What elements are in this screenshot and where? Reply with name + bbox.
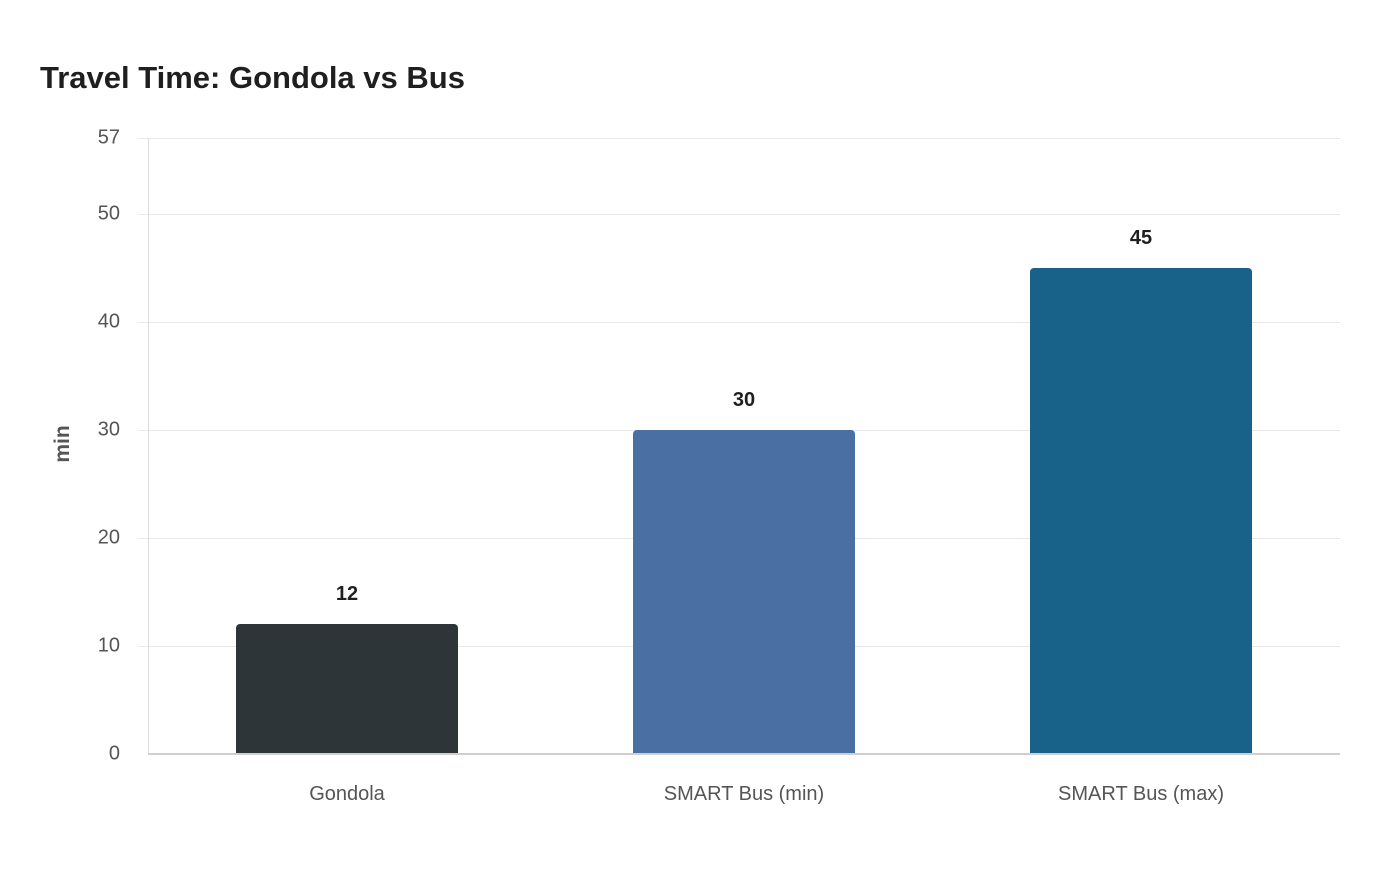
x-tick-label: Gondola — [309, 783, 385, 805]
y-tick: 50 — [97, 202, 120, 225]
chart-title: Travel Time: Gondola vs Bus — [40, 60, 465, 95]
value-label: 30 — [732, 389, 756, 411]
x-tick-label: SMART Bus (max) — [1058, 783, 1224, 805]
y-axis-line — [148, 138, 149, 754]
gridline — [138, 214, 1340, 215]
bar-smart-bus-max[interactable] — [1030, 268, 1252, 754]
y-tick: 0 — [108, 742, 120, 765]
gridline — [138, 322, 1340, 323]
x-tick-label: SMART Bus (min) — [663, 783, 825, 805]
y-tick: 40 — [97, 310, 120, 333]
x-axis-line — [148, 753, 1340, 755]
value-label: 12 — [335, 583, 359, 605]
bar-gondola[interactable] — [236, 624, 458, 754]
y-tick: 20 — [97, 526, 120, 549]
y-tick: 57 — [97, 126, 120, 149]
value-label: 45 — [1129, 227, 1153, 249]
gridline — [138, 138, 1340, 139]
y-tick: 10 — [97, 634, 120, 657]
y-axis-label: min — [51, 425, 74, 463]
bar-smart-bus-min[interactable] — [633, 430, 855, 754]
y-tick: 30 — [97, 418, 120, 441]
